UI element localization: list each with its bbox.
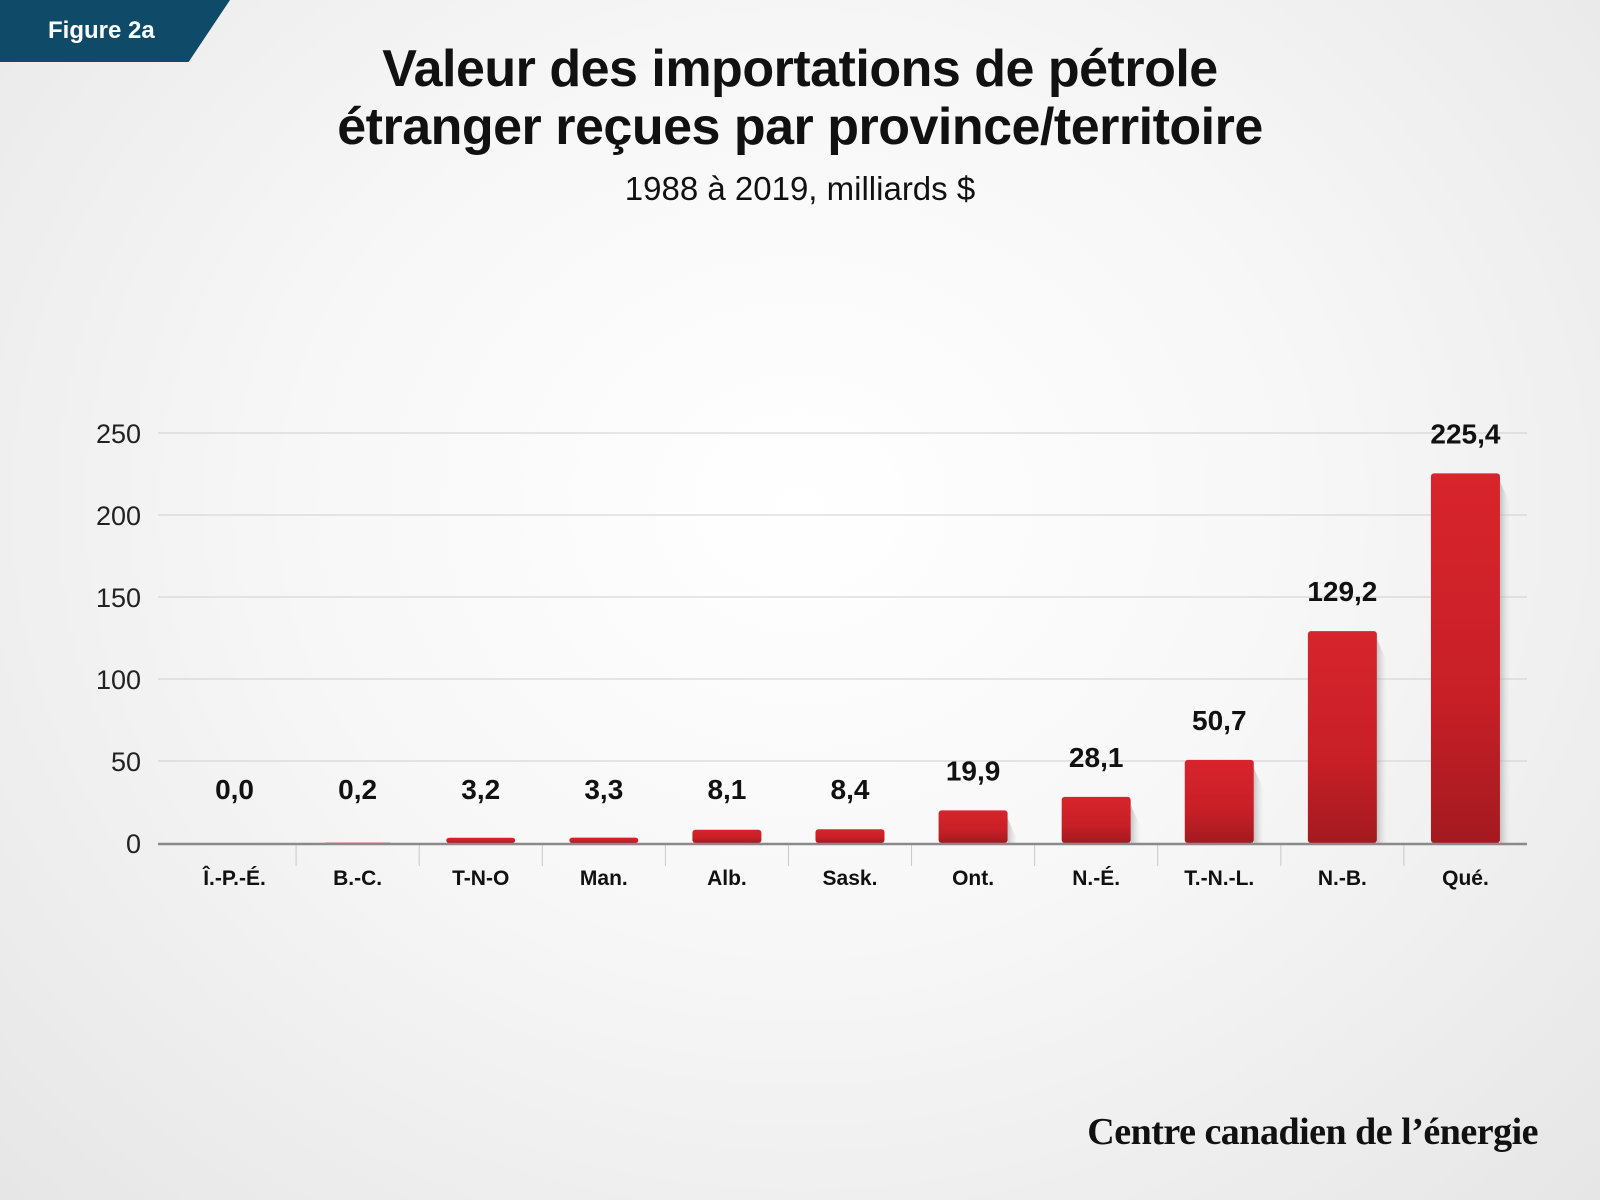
chart-title: Valeur des importations de pétrole étran… [0,40,1600,156]
bar-2 [446,837,516,843]
value-label: 3,3 [584,774,623,805]
x-tick-label: T-N-O [452,867,509,890]
bar-3 [569,837,639,843]
x-tick-label: Qué. [1442,867,1489,890]
y-tick-label: 150 [96,583,141,613]
y-tick-label: 200 [96,501,141,531]
value-label: 3,2 [461,774,500,805]
y-tick-label: 100 [96,665,141,695]
bar-shadow [1376,639,1387,843]
value-label: 19,9 [946,755,1001,786]
y-tick-label: 50 [111,747,141,777]
bar-5 [815,829,885,843]
y-axis-ticks: 0 50 100 150 200 250 [96,419,141,859]
bar-6 [938,810,1008,843]
x-axis [158,842,1527,866]
bar-4 [692,829,762,843]
value-label: 129,2 [1307,576,1377,607]
x-tick-label: Ont. [952,867,994,890]
chart-title-line1: Valeur des importations de pétrole [382,40,1218,98]
x-axis-ticks: Î.-P.-É. B.-C. T-N-O Man. Alb. Sask. Ont. N.-É.… [202,866,1489,890]
y-tick-label: 0 [126,829,141,859]
bars [323,473,1510,845]
x-tick-label: N.-É. [1072,867,1120,890]
x-tick-label: B.-C. [333,867,382,890]
figure-badge-label: Figure 2a [48,17,155,44]
y-tick-label: 250 [96,419,141,449]
bar-7 [1061,796,1131,843]
bar-shadow [1253,767,1264,843]
bar-shadow [1130,804,1141,843]
figure-badge [0,0,230,62]
bar-8 [1184,759,1254,843]
value-label: 8,1 [707,774,746,805]
x-tick-label: Man. [580,867,628,890]
value-label: 28,1 [1069,742,1124,773]
value-label: 8,4 [831,774,870,805]
bar-10 [1430,473,1500,843]
chart-subtitle: 1988 à 2019, milliards $ [624,170,976,207]
brand-logo-text: Centre canadien de l’énergie [1087,1111,1538,1153]
value-label: 0,0 [215,774,254,805]
value-label: 225,4 [1430,418,1500,449]
bar-shadow [1007,818,1018,843]
value-labels: 0,0 0,2 3,2 3,3 8,1 8,4 19,9 28,1 50,7 129,2 225,4 [215,418,1501,805]
bar-shadow [1499,481,1510,843]
x-tick-label: Alb. [707,867,747,890]
x-tick-label: T.-N.-L. [1184,867,1254,890]
chart-title-line2: étranger reçues par province/territoire [337,98,1263,156]
x-tick-label: Sask. [823,867,878,890]
value-label: 0,2 [338,774,377,805]
gridlines [158,432,1527,762]
x-tick-label: Î.-P.-É. [202,866,266,890]
value-label: 50,7 [1192,705,1247,736]
bar-9 [1307,631,1377,843]
x-tick-label: N.-B. [1318,867,1367,890]
